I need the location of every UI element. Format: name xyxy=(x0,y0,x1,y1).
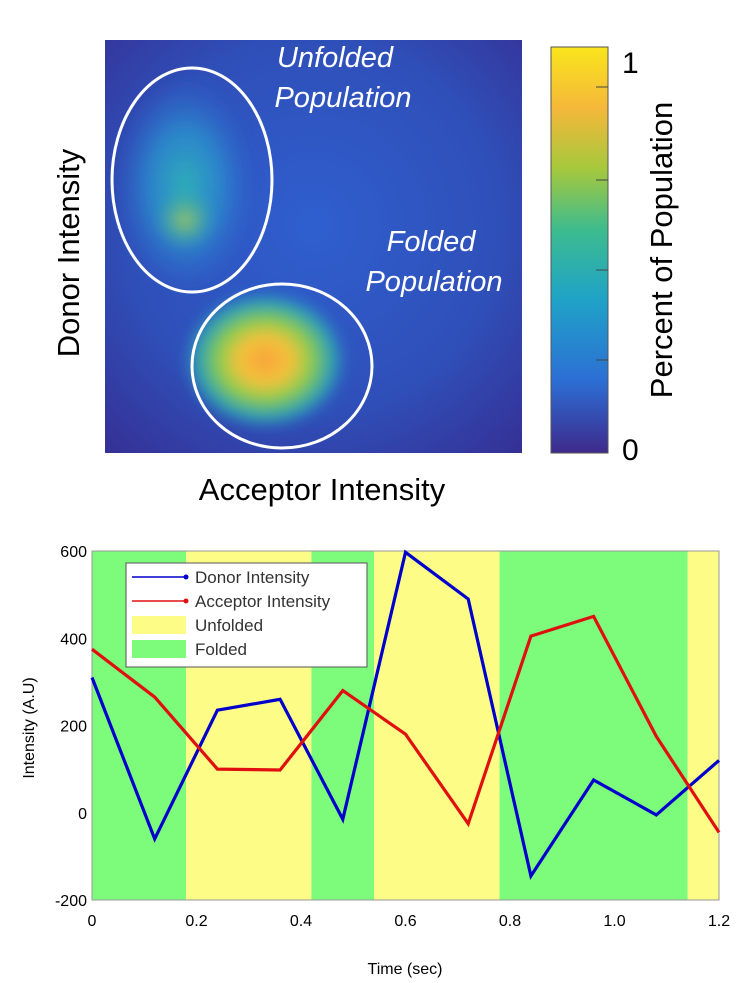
colorbar: 1 0 Percent of Population xyxy=(550,46,679,467)
legend-label: Unfolded xyxy=(195,616,263,635)
legend-swatch xyxy=(132,616,186,634)
folded-annotation-line1: Folded xyxy=(387,226,477,258)
colorbar-max-label: 1 xyxy=(622,47,639,80)
heatmap-y-axis-title: Donor Intensity xyxy=(51,148,86,357)
heatmap-panel: Unfolded Population Folded Population Do… xyxy=(51,40,679,507)
x-tick-label: 0.4 xyxy=(290,913,312,930)
x-tick-label: 1.0 xyxy=(603,913,625,930)
y-tick-label: 400 xyxy=(60,631,87,648)
state-band-folded-5 xyxy=(499,551,688,900)
legend-label: Acceptor Intensity xyxy=(195,592,331,611)
x-tick-label: 0.8 xyxy=(499,913,521,930)
y-tick-labels: -200 0 200 400 600 xyxy=(55,544,87,910)
legend-box xyxy=(125,562,368,668)
y-tick-label: 200 xyxy=(60,719,87,736)
x-tick-label: 0.2 xyxy=(185,913,207,930)
y-tick-label: 600 xyxy=(60,544,87,561)
unfolded-ellipse xyxy=(110,66,274,294)
unfolded-density-core xyxy=(155,190,215,250)
folded-density-blob xyxy=(180,288,350,432)
x-tick-label: 1.2 xyxy=(708,913,730,930)
legend-marker xyxy=(183,598,189,604)
colorbar-title: Percent of Population xyxy=(644,102,679,398)
unfolded-density-blob xyxy=(115,75,255,295)
line-y-axis-title: Intensity (A.U) xyxy=(21,677,38,778)
unfolded-annotation-line2: Population xyxy=(274,82,411,114)
acceptor-intensity-line xyxy=(91,614,721,834)
state-band-unfolded-6 xyxy=(687,551,719,900)
legend-label: Donor Intensity xyxy=(195,568,310,587)
x-tick-labels: 0 0.2 0.4 0.6 0.8 1.0 1.2 xyxy=(88,913,731,930)
unfolded-annotation-line1: Unfolded xyxy=(277,42,394,74)
folded-ellipse xyxy=(190,282,374,450)
series-lines xyxy=(90,549,721,881)
x-tick-label: 0.6 xyxy=(394,913,416,930)
colorbar-min-label: 0 xyxy=(622,434,639,467)
legend-label: Folded xyxy=(195,640,247,659)
folded-annotation-line2: Population xyxy=(365,266,502,298)
y-tick-label: -200 xyxy=(55,893,87,910)
donor-intensity-line xyxy=(90,549,721,881)
colorbar-gradient xyxy=(550,46,609,454)
line-x-axis-title: Time (sec) xyxy=(368,961,443,978)
legend: Donor Intensity Acceptor Intensity Unfolde… xyxy=(125,562,368,668)
legend-marker xyxy=(183,574,189,580)
y-tick-label: 0 xyxy=(78,806,87,823)
legend-swatch xyxy=(132,640,186,658)
heatmap-x-axis-title: Acceptor Intensity xyxy=(199,472,446,507)
x-tick-label: 0 xyxy=(88,913,97,930)
